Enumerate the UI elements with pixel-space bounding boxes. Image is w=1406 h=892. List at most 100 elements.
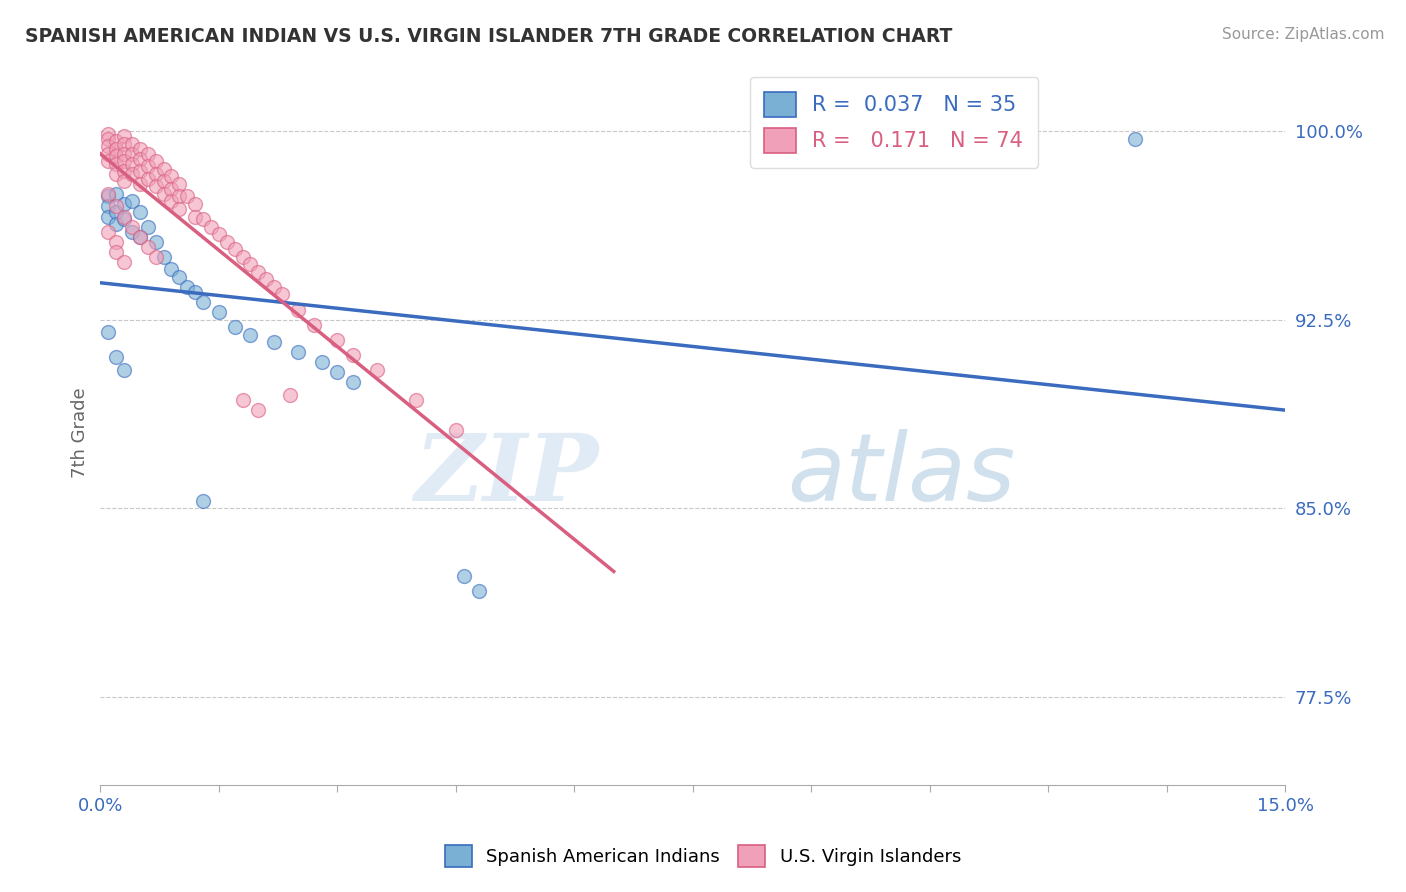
Point [326, 333, 349, 347]
Point [215, 235, 238, 249]
Point [121, 194, 143, 209]
Point [105, 204, 128, 219]
Point [112, 210, 135, 224]
Point [287, 345, 309, 359]
Point [105, 217, 128, 231]
Point [97, 189, 120, 203]
Point [136, 219, 159, 234]
Point [405, 393, 427, 408]
Point [97, 210, 120, 224]
Point [152, 161, 174, 176]
Point [105, 186, 128, 201]
Point [145, 235, 167, 249]
Point [152, 174, 174, 188]
Point [105, 167, 128, 181]
Point [97, 186, 120, 201]
Point [145, 250, 167, 264]
Point [112, 146, 135, 161]
Point [112, 136, 135, 151]
Point [128, 152, 150, 166]
Point [176, 280, 198, 294]
Point [263, 335, 285, 350]
Point [160, 182, 183, 196]
Point [112, 164, 135, 178]
Point [152, 250, 174, 264]
Point [152, 186, 174, 201]
Point [208, 227, 231, 241]
Point [231, 250, 253, 264]
Point [136, 146, 159, 161]
Legend: R =  0.037   N = 35, R =   0.171   N = 74: R = 0.037 N = 35, R = 0.171 N = 74 [749, 77, 1038, 168]
Point [128, 164, 150, 178]
Point [160, 194, 183, 209]
Point [136, 240, 159, 254]
Point [326, 366, 349, 380]
Point [105, 149, 128, 163]
Point [453, 569, 475, 583]
Point [105, 235, 128, 249]
Text: atlas: atlas [787, 429, 1015, 521]
Point [105, 351, 128, 365]
Point [366, 363, 388, 377]
Point [128, 142, 150, 156]
Point [121, 136, 143, 151]
Point [169, 189, 191, 203]
Point [128, 177, 150, 191]
Point [169, 202, 191, 216]
Y-axis label: 7th Grade: 7th Grade [72, 387, 89, 478]
Point [169, 177, 191, 191]
Point [247, 265, 270, 279]
Point [468, 584, 491, 599]
Point [112, 212, 135, 227]
Point [224, 242, 246, 256]
Point [105, 199, 128, 213]
Point [97, 225, 120, 239]
Point [1123, 131, 1146, 145]
Text: Source: ZipAtlas.com: Source: ZipAtlas.com [1222, 27, 1385, 42]
Point [105, 142, 128, 156]
Point [97, 199, 120, 213]
Point [208, 305, 231, 319]
Point [263, 280, 285, 294]
Point [128, 204, 150, 219]
Point [105, 134, 128, 148]
Point [97, 325, 120, 339]
Point [239, 257, 262, 271]
Text: ZIP: ZIP [413, 430, 598, 520]
Point [200, 219, 222, 234]
Point [121, 146, 143, 161]
Point [121, 219, 143, 234]
Point [278, 388, 301, 402]
Point [254, 272, 277, 286]
Point [160, 262, 183, 277]
Point [444, 423, 467, 437]
Point [184, 285, 207, 299]
Point [191, 493, 214, 508]
Point [112, 174, 135, 188]
Point [160, 169, 183, 184]
Point [184, 197, 207, 211]
Point [191, 295, 214, 310]
Point [145, 154, 167, 169]
Point [97, 139, 120, 153]
Point [112, 154, 135, 169]
Point [97, 146, 120, 161]
Point [136, 171, 159, 186]
Point [176, 189, 198, 203]
Point [105, 157, 128, 171]
Point [169, 269, 191, 284]
Point [145, 167, 167, 181]
Point [224, 320, 246, 334]
Text: SPANISH AMERICAN INDIAN VS U.S. VIRGIN ISLANDER 7TH GRADE CORRELATION CHART: SPANISH AMERICAN INDIAN VS U.S. VIRGIN I… [25, 27, 953, 45]
Legend: Spanish American Indians, U.S. Virgin Islanders: Spanish American Indians, U.S. Virgin Is… [437, 838, 969, 874]
Point [184, 210, 207, 224]
Point [112, 129, 135, 144]
Point [97, 131, 120, 145]
Point [105, 244, 128, 259]
Point [128, 229, 150, 244]
Point [342, 348, 364, 362]
Point [112, 254, 135, 268]
Point [191, 212, 214, 227]
Point [121, 225, 143, 239]
Point [231, 393, 253, 408]
